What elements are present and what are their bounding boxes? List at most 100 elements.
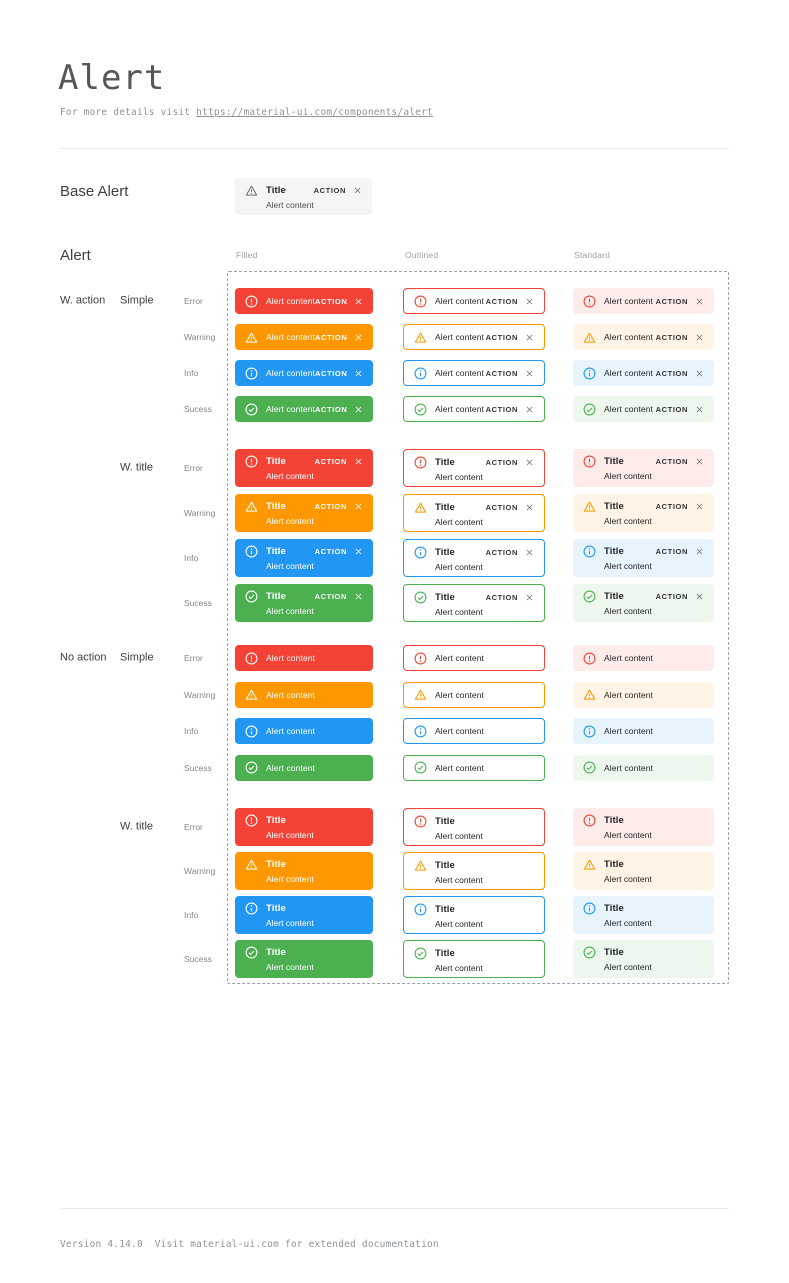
- alert-title: Title: [435, 592, 455, 603]
- alert-message: Alert content: [604, 404, 654, 414]
- warning-icon: [245, 500, 258, 513]
- close-icon[interactable]: [525, 593, 534, 602]
- action-button[interactable]: ACTION: [315, 296, 348, 306]
- action-button[interactable]: ACTION: [485, 458, 518, 467]
- action-button[interactable]: ACTION: [314, 547, 347, 556]
- success-icon: [414, 591, 427, 604]
- alert-outlined-warning-titled: Title Alert content: [403, 852, 545, 890]
- action-button[interactable]: ACTION: [315, 404, 348, 414]
- action-button[interactable]: ACTION: [314, 502, 347, 511]
- alert-outlined-info-simple: Alert content ACTION: [403, 360, 545, 386]
- close-icon[interactable]: [354, 457, 363, 466]
- alert-content: Alert content: [435, 607, 483, 617]
- close-icon[interactable]: [354, 405, 363, 414]
- alert-title: Title: [266, 501, 286, 512]
- alert-content: Alert content: [266, 830, 314, 840]
- close-icon[interactable]: [695, 457, 704, 466]
- action-button[interactable]: ACTION: [313, 186, 346, 195]
- alert-content: Alert content: [604, 830, 652, 840]
- alert-outlined-success-simple: Alert content: [403, 754, 545, 781]
- alert-standard-warning-simple: Alert content: [573, 681, 714, 708]
- alert-title: Title: [604, 903, 624, 914]
- close-icon[interactable]: [354, 502, 363, 511]
- action-button[interactable]: ACTION: [485, 368, 518, 378]
- close-icon[interactable]: [525, 369, 534, 378]
- close-icon[interactable]: [525, 458, 534, 467]
- alert-outlined-warning-simple: Alert content ACTION: [403, 324, 545, 350]
- alert-message: Alert content: [266, 762, 316, 773]
- error-icon: [583, 295, 596, 308]
- close-icon[interactable]: [525, 548, 534, 557]
- close-icon[interactable]: [695, 333, 704, 342]
- alert-filled-error-titled: Title ACTION Alert content: [235, 449, 373, 487]
- close-icon[interactable]: [354, 369, 363, 378]
- alert-title: Title: [604, 456, 624, 467]
- close-icon[interactable]: [353, 186, 362, 195]
- close-icon[interactable]: [354, 333, 363, 342]
- close-icon[interactable]: [525, 503, 534, 512]
- alert-title: Title: [435, 502, 455, 513]
- info-icon: [414, 903, 427, 916]
- alert-outlined-warning-titled: Title ACTION Alert content: [403, 494, 545, 532]
- action-button[interactable]: ACTION: [655, 332, 688, 342]
- close-icon[interactable]: [354, 297, 363, 306]
- action-button[interactable]: ACTION: [485, 548, 518, 557]
- close-icon[interactable]: [695, 547, 704, 556]
- warning-icon: [245, 858, 258, 871]
- alert-content: Alert content: [604, 918, 652, 928]
- action-button[interactable]: ACTION: [485, 503, 518, 512]
- warning-icon: [245, 688, 258, 701]
- action-button[interactable]: ACTION: [655, 368, 688, 378]
- action-button[interactable]: ACTION: [485, 332, 518, 342]
- close-icon[interactable]: [525, 405, 534, 414]
- close-icon[interactable]: [695, 297, 704, 306]
- warning-icon: [583, 331, 596, 344]
- info-icon: [245, 367, 258, 380]
- alert-filled-success-titled: Title Alert content: [235, 940, 373, 978]
- action-button[interactable]: ACTION: [485, 296, 518, 306]
- row-label-warning-0: Warning: [184, 331, 216, 342]
- action-button[interactable]: ACTION: [314, 457, 347, 466]
- info-icon: [583, 725, 596, 738]
- row-label-error-3: Error: [184, 821, 203, 832]
- action-button[interactable]: ACTION: [315, 368, 348, 378]
- action-button[interactable]: ACTION: [315, 332, 348, 342]
- action-button[interactable]: ACTION: [314, 592, 347, 601]
- alert-title: Title: [604, 815, 624, 826]
- alert-message: Alert content: [604, 653, 654, 663]
- alert-filled-warning-simple: Alert content ACTION: [235, 324, 373, 350]
- alert-message: Alert content: [604, 332, 654, 342]
- alert-content: Alert content: [435, 831, 483, 841]
- action-button[interactable]: ACTION: [655, 457, 688, 466]
- success-icon: [583, 946, 596, 959]
- action-button[interactable]: ACTION: [485, 593, 518, 602]
- action-button[interactable]: ACTION: [485, 404, 518, 414]
- action-button[interactable]: ACTION: [655, 547, 688, 556]
- close-icon[interactable]: [695, 405, 704, 414]
- action-button[interactable]: ACTION: [655, 404, 688, 414]
- close-icon[interactable]: [525, 333, 534, 342]
- alert-message: Alert content: [435, 762, 485, 773]
- info-icon: [414, 367, 427, 380]
- close-icon[interactable]: [695, 502, 704, 511]
- success-icon: [583, 761, 596, 774]
- alert-content: Alert content: [604, 962, 652, 972]
- docs-link[interactable]: https://material-ui.com/components/alert: [196, 107, 433, 118]
- action-button[interactable]: ACTION: [655, 296, 688, 306]
- warning-icon: [245, 184, 258, 197]
- close-icon[interactable]: [695, 369, 704, 378]
- style-label-w-title-1: W. title: [120, 461, 154, 474]
- action-button[interactable]: ACTION: [655, 502, 688, 511]
- alert-content: Alert content: [435, 472, 483, 482]
- warning-icon: [245, 331, 258, 344]
- close-icon[interactable]: [525, 297, 534, 306]
- close-icon[interactable]: [695, 592, 704, 601]
- error-icon: [414, 456, 427, 469]
- close-icon[interactable]: [354, 547, 363, 556]
- close-icon[interactable]: [354, 592, 363, 601]
- action-button[interactable]: ACTION: [655, 592, 688, 601]
- row-label-error-2: Error: [184, 652, 203, 663]
- alert-outlined-info-titled: Title Alert content: [403, 896, 545, 934]
- error-icon: [245, 652, 258, 665]
- alert-message: Alert content: [266, 404, 316, 414]
